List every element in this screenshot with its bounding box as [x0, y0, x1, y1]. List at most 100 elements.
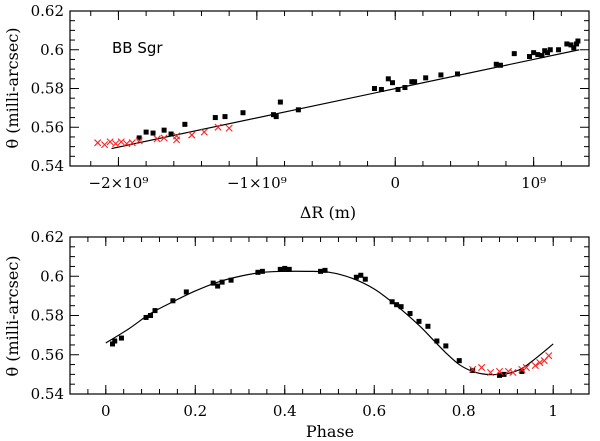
y-tick-label: 0.56: [31, 346, 64, 364]
data-point-cross: [172, 132, 181, 140]
data-point-square: [150, 130, 156, 136]
fit-curve: [105, 270, 554, 376]
data-point-square: [240, 110, 246, 116]
panel-bottom: Phase θ (milli-arcsec) 0.54 0.56 0.58 0.6 0.…: [3, 228, 590, 441]
x-tick-label: 1: [548, 402, 558, 420]
data-point-square: [519, 368, 525, 374]
data-point-square: [394, 302, 400, 308]
data-point-square: [412, 79, 418, 85]
data-point-square: [277, 99, 283, 105]
y-tick-label: 0.6: [40, 41, 64, 59]
data-point-square: [353, 274, 359, 280]
data-point-cross: [117, 138, 125, 146]
data-point-cross: [469, 365, 477, 374]
x-tick-label: 0.2: [183, 402, 207, 420]
data-point-square: [470, 367, 476, 373]
data-point-square: [371, 86, 377, 91]
y-tick-label: 0.54: [31, 385, 64, 403]
y-tick-label: 0.6: [40, 267, 64, 285]
data-point-cross: [486, 368, 495, 377]
data-point-cross: [200, 128, 208, 136]
data-point-cross: [531, 361, 539, 370]
data-point-square: [556, 47, 562, 53]
data-point-square: [443, 343, 449, 349]
data-point-square: [497, 62, 503, 68]
data-point-cross: [101, 141, 109, 149]
x-tick-label: 0.8: [452, 402, 476, 420]
fit-line: [111, 49, 580, 150]
panel-top: BB Sgr ΔR (m) θ (milli-arcsec) 0.54 0.56 0…: [3, 2, 590, 222]
data-point-square: [322, 267, 328, 273]
data-point-square: [456, 358, 462, 364]
data-point-square: [362, 276, 368, 282]
data-point-square: [286, 266, 292, 272]
x-tick-label: 0: [101, 402, 111, 420]
data-point-square: [259, 268, 265, 274]
data-point-square: [416, 318, 422, 324]
data-point-square: [568, 42, 574, 48]
data-point-square: [574, 41, 580, 47]
panel-label: BB Sgr: [112, 39, 163, 57]
data-point-square: [219, 279, 225, 285]
data-point-square: [215, 283, 221, 289]
data-point-cross: [214, 123, 222, 131]
data-point-square: [455, 71, 461, 77]
data-point-square: [143, 129, 149, 135]
data-point-square: [273, 114, 279, 120]
x-tick-label: 10⁹: [521, 174, 546, 192]
data-point-square: [210, 280, 216, 286]
data-point-cross: [522, 363, 530, 372]
data-point-square: [222, 114, 228, 120]
data-point-cross: [135, 137, 143, 145]
data-point-square: [385, 76, 391, 82]
data-point-square: [535, 52, 541, 58]
y-tick-label: 0.54: [31, 157, 64, 175]
x-axis-title-bottom: Phase: [306, 422, 354, 441]
data-point-square: [402, 85, 408, 91]
data-point-square: [409, 79, 415, 85]
data-point-cross: [509, 368, 517, 377]
data-point-square: [212, 115, 218, 121]
data-point-square: [183, 289, 189, 295]
data-point-square: [143, 314, 149, 320]
data-point-square: [110, 341, 116, 347]
data-point-square: [571, 45, 577, 51]
x-tick-label: −1×10⁹: [227, 174, 287, 192]
data-point-square: [152, 308, 158, 314]
data-point-square: [531, 50, 537, 56]
data-point-square: [398, 304, 404, 310]
data-point-square: [544, 50, 550, 56]
data-point-square: [395, 86, 401, 92]
data-point-square: [511, 51, 517, 57]
data-point-square: [168, 131, 174, 137]
data-point-cross: [123, 140, 131, 148]
data-point-square: [358, 272, 364, 278]
data-point-square: [270, 112, 276, 118]
data-point-cross: [478, 363, 486, 372]
data-point-square: [501, 371, 507, 377]
data-point-square: [295, 107, 301, 113]
data-point-square: [228, 277, 234, 283]
data-point-square: [438, 72, 444, 78]
data-point-square: [493, 61, 499, 67]
data-point-cross: [545, 352, 553, 360]
data-point-square: [161, 127, 167, 133]
data-point-cross: [94, 139, 102, 147]
data-point-square: [182, 121, 188, 127]
y-tick-label: 0.62: [31, 228, 64, 246]
data-point-square: [282, 265, 288, 271]
data-point-square: [407, 311, 413, 317]
data-point-square: [389, 80, 395, 86]
data-point-square: [575, 38, 581, 44]
data-point-cross: [536, 359, 544, 367]
x-tick-label: 0: [390, 174, 400, 192]
data-point-square: [425, 323, 431, 329]
data-point-square: [423, 75, 429, 81]
y-axis-title-top: θ (milli-arcsec): [3, 27, 22, 148]
y-tick-label: 0.58: [31, 307, 64, 325]
data-point-square: [542, 48, 548, 54]
y-tick-label: 0.56: [31, 118, 64, 136]
data-point-cross: [112, 140, 120, 148]
data-point-square: [564, 41, 570, 47]
